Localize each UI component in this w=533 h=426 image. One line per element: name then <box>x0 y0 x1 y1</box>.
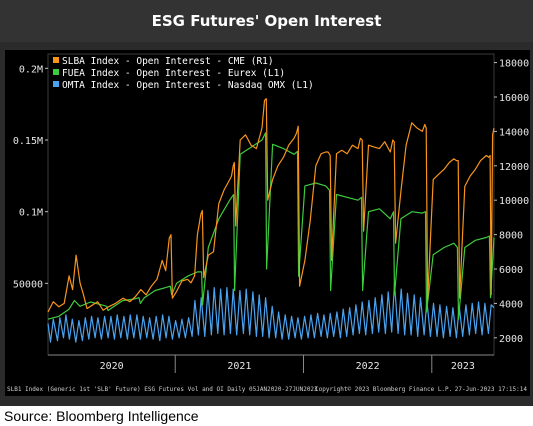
series-line-fuea <box>47 132 495 320</box>
chart-footnote: SLB1 Index (Generic 1st 'SLB' Future) ES… <box>7 386 318 393</box>
chart-copyright: Copyright© 2023 Bloomberg Finance L.P. <box>315 386 452 393</box>
source-footer: Source: Bloomberg Intelligence <box>0 406 533 426</box>
chart-svg: 50000 0.1M 0.15M 0.2M 2000 4000 6000 8000 10000 1… <box>7 53 529 393</box>
series-line-omta <box>47 282 495 343</box>
series-layer <box>47 98 495 343</box>
x-tick-label: 2022 <box>356 361 380 372</box>
x-tick-label: 2020 <box>100 361 124 372</box>
right-tick-label: 8000 <box>499 231 523 242</box>
right-tick-label: 16000 <box>499 93 529 104</box>
legend: SLBA Index - Open Interest - CME (R1)FUE… <box>53 56 314 91</box>
right-tick-label: 6000 <box>499 265 523 276</box>
right-tick-label: 4000 <box>499 299 523 310</box>
right-tick-label: 12000 <box>499 162 529 173</box>
chart-header: ESG Futures' Open Interest <box>0 0 533 42</box>
tick-layer: 50000 0.1M 0.15M 0.2M 2000 4000 6000 8000 10000 1… <box>13 59 529 373</box>
right-tick-label: 2000 <box>499 334 523 345</box>
left-tick-label: 0.15M <box>13 136 43 147</box>
chart-timestamp: 27-Jun-2023 17:15:14 <box>455 386 528 393</box>
right-tick-label: 18000 <box>499 59 529 70</box>
legend-label: OMTA Index - Open Interest - Nasdaq OMX … <box>62 80 314 91</box>
series-line-slba <box>47 98 495 313</box>
right-tick-label: 14000 <box>499 127 529 138</box>
legend-swatch <box>53 81 59 87</box>
legend-swatch <box>53 69 59 75</box>
legend-label: FUEA Index - Open Interest - Eurex (L1) <box>62 68 285 79</box>
chart-title: ESG Futures' Open Interest <box>151 12 382 30</box>
x-tick-label: 2021 <box>227 361 251 372</box>
plot-frame: 50000 0.1M 0.15M 0.2M 2000 4000 6000 8000 10000 1… <box>5 50 530 396</box>
source-label: Source: Bloomberg Intelligence <box>4 408 199 424</box>
legend-label: SLBA Index - Open Interest - CME (R1) <box>62 56 274 67</box>
x-tick-label: 2023 <box>451 361 475 372</box>
legend-swatch <box>53 57 59 63</box>
right-tick-label: 10000 <box>499 196 529 207</box>
left-tick-label: 0.2M <box>19 64 43 75</box>
left-tick-label: 50000 <box>13 279 43 290</box>
left-tick-label: 0.1M <box>19 208 43 219</box>
